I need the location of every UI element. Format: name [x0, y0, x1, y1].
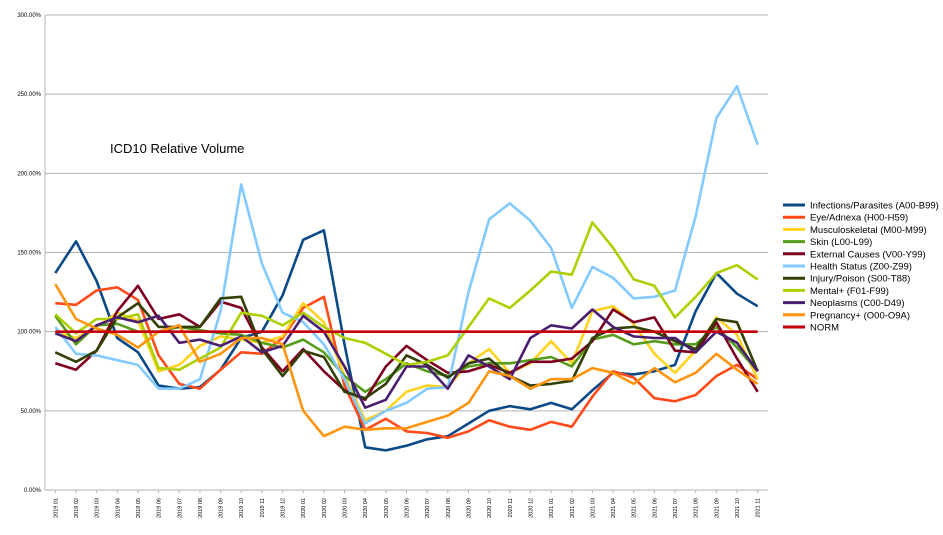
x-tick-label: 2021 05	[632, 498, 638, 518]
y-tick-label: 200.00%	[17, 171, 41, 177]
x-tick-label: 2019 08	[198, 498, 204, 518]
legend-label-external-causes-v00-y99: External Causes (V00-Y99)	[810, 249, 926, 260]
legend-label-eye-adnexa-h00-h59: Eye/Adnexa (H00-H59)	[810, 213, 908, 224]
series-line-pregnancy-o00-o9a	[54, 283, 759, 438]
x-tick-label: 2021 06	[652, 498, 658, 518]
x-tick-label: 2019 11	[260, 498, 266, 517]
y-tick-label: 100.00%	[17, 330, 41, 336]
x-tick-label: 2020 04	[363, 498, 369, 518]
x-tick-label: 2020 12	[528, 498, 534, 518]
series-line-external-causes-v00-y99	[54, 284, 759, 402]
y-tick-labels: 0.00% 50.00% 100.00% 150.00% 200.00% 250.00% 3…	[17, 13, 41, 494]
x-tick-label: 2019 12	[281, 498, 287, 518]
series-line-mental-f01-f99	[54, 221, 759, 372]
x-tick-label: 2021 11	[756, 498, 762, 517]
x-tick-label: 2020 08	[446, 498, 452, 518]
x-tick-label: 2020 05	[384, 498, 390, 518]
legend-label-skin-l00-l99: Skin (L00-L99)	[810, 237, 872, 248]
x-tick-label: 2021 03	[590, 498, 596, 518]
x-tick-label: 2020 10	[487, 498, 493, 518]
x-tick-label: 2021 02	[570, 498, 576, 518]
chart-title: ICD10 Relative Volume	[110, 141, 244, 156]
legend-label-mental-f01-f99: Mental+ (F01-F99)	[810, 286, 889, 297]
x-tick-label: 2019 03	[95, 498, 101, 518]
series-line-neoplasms-c00-d49	[54, 308, 759, 410]
legend-label-health-status-z00-z99: Health Status (Z00-Z99)	[810, 262, 912, 273]
x-tick-label: 2020 02	[322, 498, 328, 518]
x-tick-label: 2019 07	[177, 498, 183, 518]
legend-label-injury-poison-s00-t88: Injury/Poison (S00-T88)	[810, 274, 910, 285]
y-tick-label: 0.00%	[24, 488, 42, 494]
series-line-eye-adnexa-h00-h59	[55, 285, 759, 440]
legend-label-infections-parasites-a00-b99: Infections/Parasites (A00-B99)	[810, 201, 939, 212]
x-tick-label: 2019 05	[136, 498, 142, 518]
y-tick-label: 250.00%	[17, 92, 41, 98]
x-tick-label: 2021 01	[549, 498, 555, 518]
legend: Infections/Parasites (A00-B99)Eye/Adnexa…	[783, 201, 939, 334]
legend-label-norm: NORM	[810, 323, 839, 334]
x-tick-label: 2020 06	[405, 498, 411, 518]
x-tick-label: 2021 09	[714, 498, 720, 518]
x-tick-label: 2019 02	[74, 498, 80, 518]
series-line-health-status-z00-z99	[54, 85, 759, 425]
x-tick-label: 2021 07	[673, 498, 679, 518]
x-tick-label: 2021 10	[735, 498, 741, 518]
x-tick-label: 2019 10	[239, 498, 245, 518]
x-tick-label: 2020 09	[466, 498, 472, 518]
x-tick-label: 2019 01	[53, 498, 59, 518]
x-tick-label: 2020 11	[508, 498, 514, 517]
y-tick-label: 150.00%	[17, 251, 41, 257]
x-tick-label: 2019 09	[219, 498, 225, 518]
x-tick-label: 2020 03	[343, 498, 349, 518]
x-tick-label: 2021 04	[611, 498, 617, 518]
x-tick-label: 2019 04	[115, 498, 121, 518]
x-tick-label: 2020 01	[301, 498, 307, 518]
legend-label-musculoskeletal-m00-m99: Musculoskeletal (M00-M99)	[810, 225, 927, 236]
series-lines	[54, 85, 759, 452]
y-tick-label: 300.00%	[17, 13, 41, 19]
legend-label-neoplasms-c00-d49: Neoplasms (C00-D49)	[810, 298, 905, 309]
legend-label-pregnancy-o00-o9a: Pregnancy+ (O00-O9A)	[810, 310, 910, 321]
series-line-musculoskeletal-m00-m99	[54, 301, 759, 422]
x-tick-labels: 2019 01 2019 02 2019 03 2019 04 2019 05 2019 …	[53, 490, 762, 518]
x-tick-label: 2021 08	[694, 498, 700, 518]
x-tick-label: 2020 07	[425, 498, 431, 518]
x-tick-label: 2019 06	[157, 498, 163, 518]
y-tick-label: 50.00%	[21, 409, 42, 415]
